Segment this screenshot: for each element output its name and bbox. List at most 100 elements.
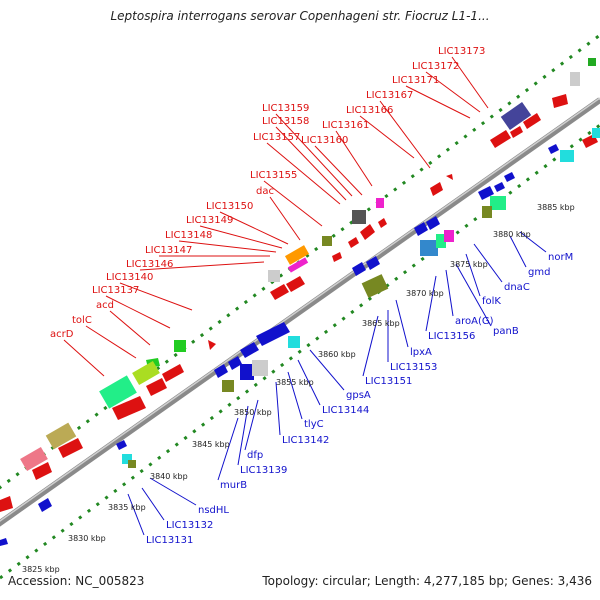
forward-gene-label[interactable]: LIC13159 [262, 103, 309, 114]
forward-gene-label[interactable]: LIC13166 [346, 105, 393, 116]
feature-block[interactable] [45, 422, 77, 450]
feature-block[interactable] [444, 230, 454, 242]
forward-gene-label[interactable]: LIC13167 [366, 90, 413, 101]
feature-arrow[interactable] [414, 222, 428, 236]
feature-arrow[interactable] [116, 440, 127, 450]
feature-arrow[interactable] [548, 144, 559, 154]
feature-arrow[interactable] [510, 126, 523, 138]
forward-gene-label[interactable]: LIC13173 [438, 46, 485, 57]
forward-gene-label[interactable]: acd [96, 300, 114, 311]
feature-arrow[interactable] [366, 256, 380, 270]
forward-gene-label[interactable]: LIC13160 [301, 135, 348, 146]
reverse-gene-label[interactable]: tlyC [304, 419, 324, 430]
feature-block[interactable] [592, 128, 600, 138]
reverse-gene-label[interactable]: lpxA [410, 347, 432, 358]
feature-arrow[interactable] [348, 237, 359, 248]
feature-block[interactable] [436, 234, 446, 248]
reverse-gene-label[interactable]: LIC13139 [240, 465, 287, 476]
forward-gene-label[interactable]: LIC13157 [253, 132, 300, 143]
feature-block[interactable] [352, 210, 366, 224]
feature-arrow[interactable] [32, 462, 52, 480]
forward-gene-label[interactable]: acrD [50, 329, 74, 340]
feature-block[interactable] [570, 72, 580, 86]
feature-arrow[interactable] [552, 94, 568, 108]
feature-block[interactable] [284, 245, 310, 265]
forward-gene-label[interactable]: LIC13155 [250, 170, 297, 181]
feature-arrow[interactable] [0, 496, 13, 512]
reverse-gene-label[interactable]: aroA(G) [455, 316, 494, 327]
reverse-gene-label[interactable]: nsdHL [198, 505, 229, 516]
forward-gene-label[interactable]: LIC13147 [145, 245, 192, 256]
feature-block[interactable] [99, 375, 137, 409]
feature-block[interactable] [560, 150, 574, 162]
feature-block[interactable] [287, 257, 309, 273]
forward-gene-label[interactable]: LIC13148 [165, 230, 212, 241]
forward-gene-label[interactable]: LIC13140 [106, 272, 153, 283]
reverse-gene-label[interactable]: LIC13142 [282, 435, 329, 446]
reverse-gene-label[interactable]: folK [482, 296, 501, 307]
feature-arrow[interactable] [256, 322, 290, 346]
reverse-gene-label[interactable]: dfp [247, 450, 263, 461]
feature-block[interactable] [482, 206, 492, 218]
reverse-gene-label[interactable]: gmd [528, 267, 550, 278]
feature-block[interactable] [500, 101, 532, 131]
feature-block[interactable] [20, 446, 48, 472]
forward-gene-label[interactable]: LIC13146 [126, 259, 173, 270]
feature-arrow[interactable] [228, 356, 242, 370]
feature-arrow[interactable] [38, 498, 52, 512]
feature-arrow[interactable] [352, 262, 366, 276]
feature-arrow[interactable] [0, 538, 8, 546]
feature-arrow[interactable] [446, 174, 453, 180]
feature-block[interactable] [588, 58, 596, 66]
feature-arrow[interactable] [378, 218, 387, 228]
forward-gene-label[interactable]: dac [256, 186, 274, 197]
feature-block[interactable] [361, 274, 389, 298]
feature-block[interactable] [132, 360, 160, 386]
feature-arrow[interactable] [58, 438, 83, 458]
reverse-gene-label[interactable]: LIC13144 [322, 405, 369, 416]
feature-arrow[interactable] [494, 182, 505, 192]
reverse-gene-label[interactable]: LIC13153 [390, 362, 437, 373]
feature-arrow[interactable] [360, 224, 375, 240]
feature-arrow[interactable] [208, 340, 216, 350]
reverse-gene-label[interactable]: LIC13132 [166, 520, 213, 531]
reverse-gene-label[interactable]: gpsA [346, 390, 371, 401]
feature-arrow[interactable] [240, 342, 259, 358]
forward-gene-label[interactable]: LIC13149 [186, 215, 233, 226]
forward-gene-label[interactable]: LIC13150 [206, 201, 253, 212]
feature-arrow[interactable] [332, 252, 342, 262]
feature-block[interactable] [420, 240, 438, 256]
feature-arrow[interactable] [426, 216, 440, 230]
reverse-gene-label[interactable]: dnaC [504, 282, 530, 293]
feature-block[interactable] [288, 336, 300, 348]
feature-arrow[interactable] [430, 182, 443, 196]
forward-gene-label[interactable]: LIC13171 [392, 75, 439, 86]
feature-arrow[interactable] [270, 284, 289, 300]
feature-arrow[interactable] [286, 276, 305, 292]
forward-gene-label[interactable]: tolC [72, 315, 92, 326]
feature-arrow[interactable] [214, 364, 228, 378]
feature-arrow[interactable] [504, 172, 515, 182]
feature-block[interactable] [222, 380, 234, 392]
feature-block[interactable] [240, 364, 254, 380]
reverse-gene-label[interactable]: panB [493, 326, 519, 337]
feature-block[interactable] [268, 270, 280, 282]
feature-block[interactable] [122, 454, 132, 464]
feature-block[interactable] [322, 236, 332, 246]
feature-arrow[interactable] [490, 130, 511, 148]
forward-gene-label[interactable]: LIC13172 [412, 61, 459, 72]
reverse-gene-label[interactable]: murB [220, 480, 247, 491]
reverse-gene-label[interactable]: norM [548, 252, 573, 263]
feature-arrow[interactable] [162, 364, 184, 382]
feature-arrow[interactable] [523, 113, 541, 129]
forward-gene-label[interactable]: LIC13158 [262, 116, 309, 127]
feature-block[interactable] [376, 198, 384, 208]
feature-arrow[interactable] [112, 396, 146, 420]
reverse-gene-label[interactable]: LIC13151 [365, 376, 412, 387]
feature-block[interactable] [174, 340, 186, 352]
feature-block[interactable] [252, 360, 268, 376]
forward-gene-label[interactable]: LIC13137 [92, 285, 139, 296]
feature-arrow[interactable] [478, 186, 494, 200]
feature-block[interactable] [128, 460, 136, 468]
forward-gene-label[interactable]: LIC13161 [322, 120, 369, 131]
